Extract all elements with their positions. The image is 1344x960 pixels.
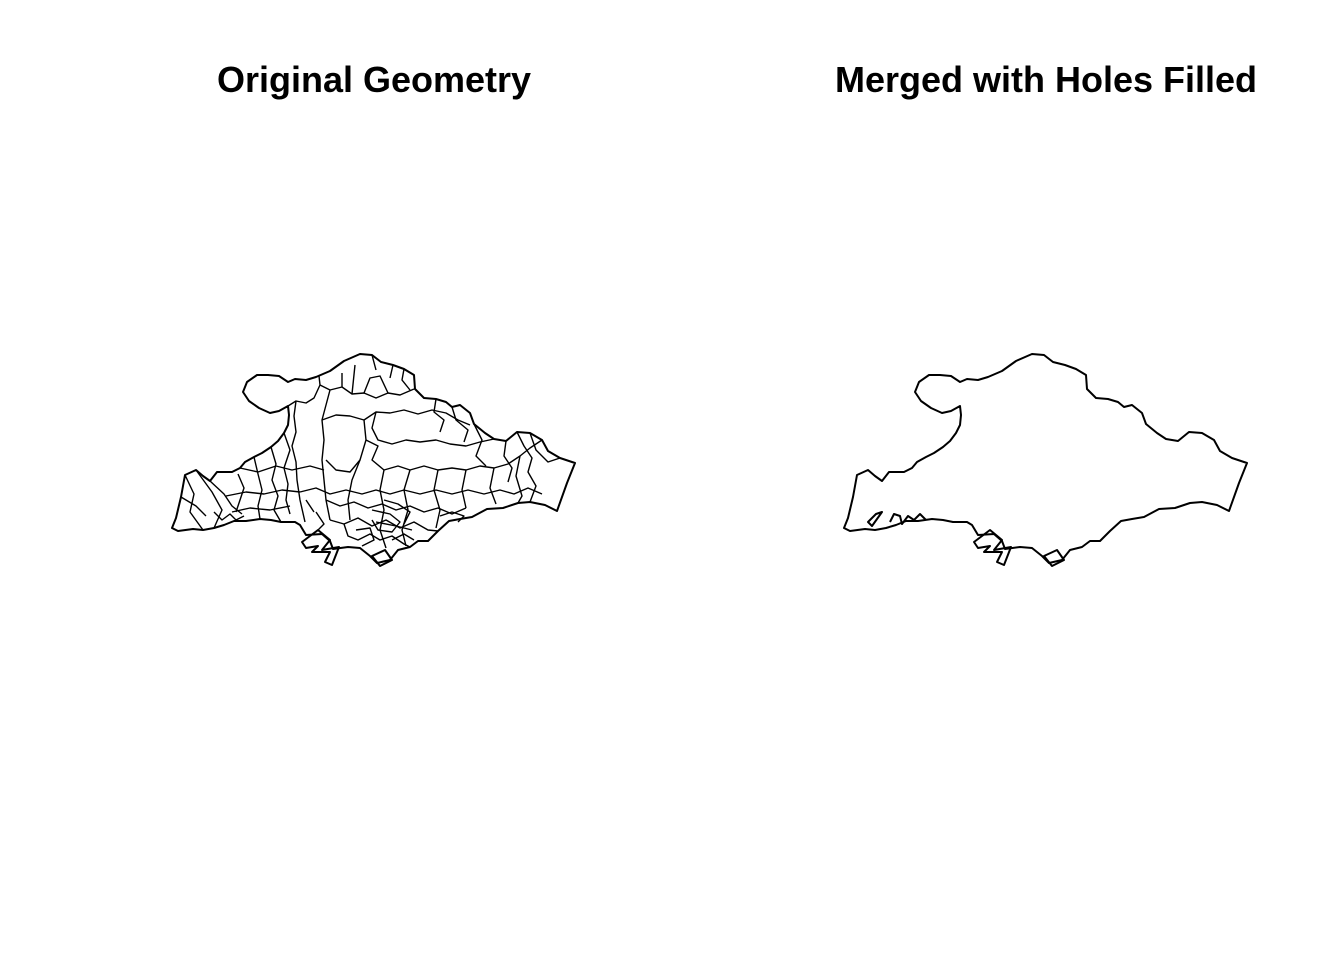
subdivision-lines [180, 354, 561, 549]
island-outline-merged [843, 353, 1248, 567]
merged-geometry-map [843, 353, 1248, 567]
panel-title-original: Original Geometry [216, 59, 532, 100]
island-outline-original [171, 353, 576, 567]
original-geometry-panel: Original Geometry [171, 59, 576, 567]
merged-geometry-panel: Merged with Holes Filled [672, 0, 1344, 960]
panel-title-merged: Merged with Holes Filled [834, 59, 1258, 100]
original-geometry-map [171, 353, 576, 567]
